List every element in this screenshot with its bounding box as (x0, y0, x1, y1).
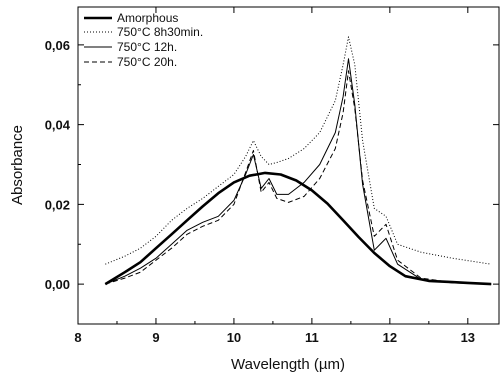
series-layer (104, 36, 492, 286)
y-tick-label: 0,02 (45, 197, 70, 212)
y-tick-label: 0,00 (45, 277, 70, 292)
legend-label-20h: 750°C 20h. (117, 55, 177, 69)
x-tick-label: 10 (227, 330, 241, 345)
y-tick-label: 0,04 (45, 118, 71, 133)
legend-label-amorphous: Amorphous (117, 11, 178, 25)
x-tick-label: 11 (305, 330, 319, 345)
x-tick-label: 8 (74, 330, 81, 345)
x-axis-title: Wavelength (µm) (231, 356, 345, 373)
x-axis: 8 9 10 11 12 13 (74, 7, 475, 345)
series-line-2 (105, 58, 492, 285)
y-tick-label: 0,06 (45, 38, 70, 53)
y-axis-title: Absorbance (9, 125, 26, 205)
y-axis: 0,00 0,02 0,04 0,06 (45, 38, 499, 325)
legend-label-8h30: 750°C 8h30min. (117, 25, 203, 39)
x-tick-label: 12 (383, 330, 397, 345)
legend-label-12h: 750°C 12h. (117, 40, 177, 54)
series-line-3 (105, 70, 492, 285)
series-line-0 (104, 171, 492, 286)
x-tick-label: 9 (152, 330, 159, 345)
series-line-1 (105, 36, 492, 265)
plot-frame (77, 6, 500, 325)
x-tick-label: 13 (461, 330, 475, 345)
legend: Amorphous 750°C 8h30min. 750°C 12h. 750°… (84, 11, 203, 69)
